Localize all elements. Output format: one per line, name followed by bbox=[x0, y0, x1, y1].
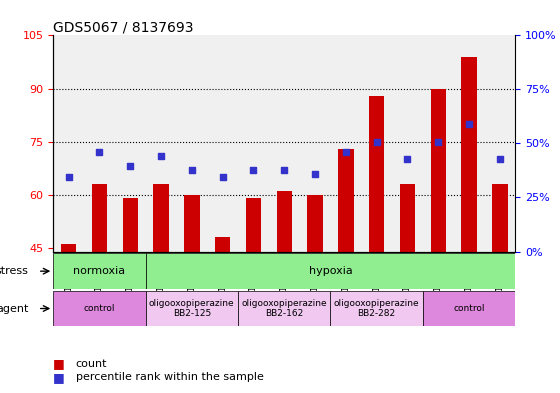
Bar bbox=[146, 291, 238, 326]
Bar bbox=[92, 184, 107, 252]
Text: oligooxopiperazine
BB2-125: oligooxopiperazine BB2-125 bbox=[149, 299, 235, 318]
Bar bbox=[492, 184, 507, 252]
Bar bbox=[146, 253, 515, 289]
Bar bbox=[184, 195, 199, 252]
Bar bbox=[330, 291, 423, 326]
Text: percentile rank within the sample: percentile rank within the sample bbox=[76, 372, 263, 382]
Bar bbox=[53, 253, 146, 289]
Bar bbox=[461, 57, 477, 252]
Text: oligooxopiperazine
BB2-162: oligooxopiperazine BB2-162 bbox=[241, 299, 327, 318]
Text: count: count bbox=[76, 358, 107, 369]
Point bbox=[403, 156, 412, 163]
Bar bbox=[400, 184, 415, 252]
Point bbox=[218, 174, 227, 180]
Point bbox=[342, 149, 351, 156]
Bar bbox=[238, 291, 330, 326]
Text: control: control bbox=[453, 304, 485, 313]
Text: GDS5067 / 8137693: GDS5067 / 8137693 bbox=[53, 20, 194, 34]
Point bbox=[156, 153, 166, 159]
Point bbox=[465, 121, 474, 127]
Bar bbox=[431, 88, 446, 252]
Point bbox=[249, 167, 258, 173]
Point bbox=[372, 138, 381, 145]
Bar bbox=[246, 198, 261, 252]
Bar bbox=[123, 198, 138, 252]
Text: ■: ■ bbox=[53, 371, 69, 384]
Bar bbox=[423, 291, 515, 326]
Text: oligooxopiperazine
BB2-282: oligooxopiperazine BB2-282 bbox=[334, 299, 419, 318]
Text: hypoxia: hypoxia bbox=[309, 266, 352, 276]
Text: control: control bbox=[83, 304, 115, 313]
Text: stress: stress bbox=[0, 266, 29, 276]
Bar bbox=[153, 184, 169, 252]
Text: ■: ■ bbox=[53, 357, 69, 370]
Bar bbox=[369, 95, 384, 252]
Bar bbox=[61, 244, 76, 252]
Bar bbox=[277, 191, 292, 252]
Point bbox=[434, 138, 443, 145]
Text: normoxia: normoxia bbox=[73, 266, 125, 276]
Point bbox=[496, 156, 505, 163]
Bar bbox=[53, 291, 146, 326]
Point bbox=[280, 167, 289, 173]
Bar bbox=[338, 149, 353, 252]
Point bbox=[64, 174, 73, 180]
Point bbox=[187, 167, 197, 173]
Point bbox=[125, 163, 135, 170]
Bar bbox=[215, 237, 230, 252]
Text: agent: agent bbox=[0, 303, 29, 314]
Point bbox=[95, 149, 104, 156]
Point bbox=[311, 171, 320, 177]
Bar bbox=[307, 195, 323, 252]
